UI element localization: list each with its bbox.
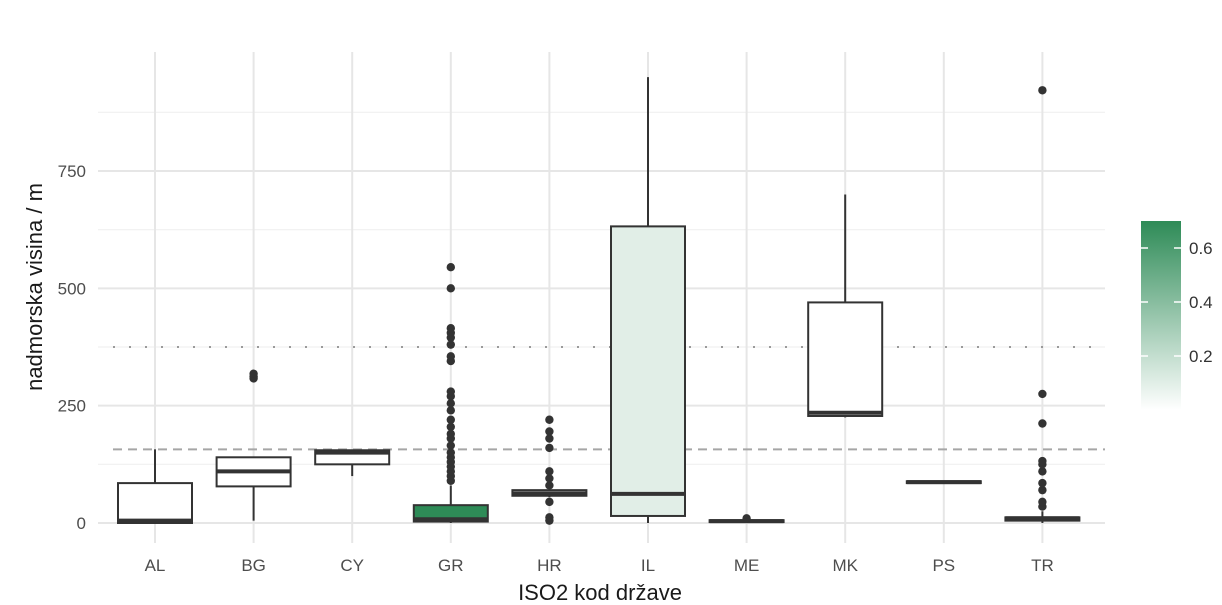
box-HR xyxy=(511,415,588,525)
y-tick-labels: 0 250 500 750 xyxy=(58,162,86,533)
box-iqr xyxy=(610,225,686,517)
box-MK xyxy=(807,194,884,418)
x-axis-title: ISO2 kod države xyxy=(518,580,682,605)
y-tick-label: 0 xyxy=(77,514,86,533)
box-TR xyxy=(1004,86,1081,523)
x-tick-label: CY xyxy=(340,556,364,575)
outlier-point xyxy=(1038,86,1047,95)
outlier-point xyxy=(1038,478,1047,488)
box-ME xyxy=(708,514,785,524)
outlier-point xyxy=(742,514,751,523)
outlier-point xyxy=(545,481,554,490)
outlier-point xyxy=(446,406,455,415)
x-tick-label: TR xyxy=(1031,556,1054,575)
outlier-point xyxy=(1038,419,1047,428)
outlier-point xyxy=(545,443,554,453)
outlier-point xyxy=(249,369,258,378)
y-tick-label: 500 xyxy=(58,279,86,298)
colorbar-tick-label: 0.4 xyxy=(1189,293,1213,312)
colorbar-tick-label: 0.6 xyxy=(1189,239,1213,258)
x-tick-label: MK xyxy=(832,556,858,575)
outlier-point xyxy=(1038,497,1047,507)
x-tick-labels: AL BG CY GR HR IL ME MK PS TR xyxy=(145,556,1054,575)
outlier-point xyxy=(545,474,554,483)
outlier-point xyxy=(446,429,455,439)
x-tick-label: ME xyxy=(734,556,760,575)
outlier-point xyxy=(446,448,455,457)
y-tick-label: 250 xyxy=(58,397,86,416)
x-tick-label: BG xyxy=(241,556,266,575)
outlier-point xyxy=(446,352,455,361)
outlier-point xyxy=(545,467,554,476)
outlier-point xyxy=(446,422,455,431)
outlier-point xyxy=(446,387,455,396)
outlier-point xyxy=(1038,485,1047,495)
outlier-point xyxy=(545,427,554,436)
x-tick-label: HR xyxy=(537,556,562,575)
x-tick-label: PS xyxy=(932,556,955,575)
x-tick-label: AL xyxy=(145,556,166,575)
reference-lines xyxy=(113,346,1105,451)
outlier-point xyxy=(545,434,554,443)
outlier-point xyxy=(446,324,455,333)
colorbar-tick-label: 0.2 xyxy=(1189,347,1213,366)
box-iqr xyxy=(117,482,193,524)
box-PS xyxy=(905,480,982,485)
box-GR xyxy=(412,263,489,523)
y-tick-label: 750 xyxy=(58,162,86,181)
outlier-point xyxy=(446,399,455,408)
boxes xyxy=(117,77,1081,525)
box-iqr xyxy=(807,301,884,417)
outlier-point xyxy=(446,263,455,272)
x-tick-label: IL xyxy=(641,556,655,575)
box-AL xyxy=(117,449,193,524)
outlier-point xyxy=(446,441,455,450)
outlier-point xyxy=(446,284,455,293)
outlier-point xyxy=(545,415,554,424)
outlier-point xyxy=(446,415,455,424)
outlier-point xyxy=(545,513,554,522)
y-axis-title: nadmorska visina / m xyxy=(22,183,47,391)
outlier-point xyxy=(545,497,554,507)
colorbar-ticks: 0.2 0.4 0.6 xyxy=(1141,239,1213,366)
box-CY xyxy=(314,449,391,477)
box-BG xyxy=(215,369,292,521)
outlier-point xyxy=(1038,467,1047,476)
outlier-point xyxy=(1038,456,1047,466)
colorbar xyxy=(1141,221,1181,410)
colorbar-legend: 0.2 0.4 0.6 xyxy=(1141,221,1213,410)
x-tick-label: GR xyxy=(438,556,464,575)
outlier-point xyxy=(1038,389,1047,399)
box-IL xyxy=(610,77,686,523)
outlier-point xyxy=(446,340,455,349)
